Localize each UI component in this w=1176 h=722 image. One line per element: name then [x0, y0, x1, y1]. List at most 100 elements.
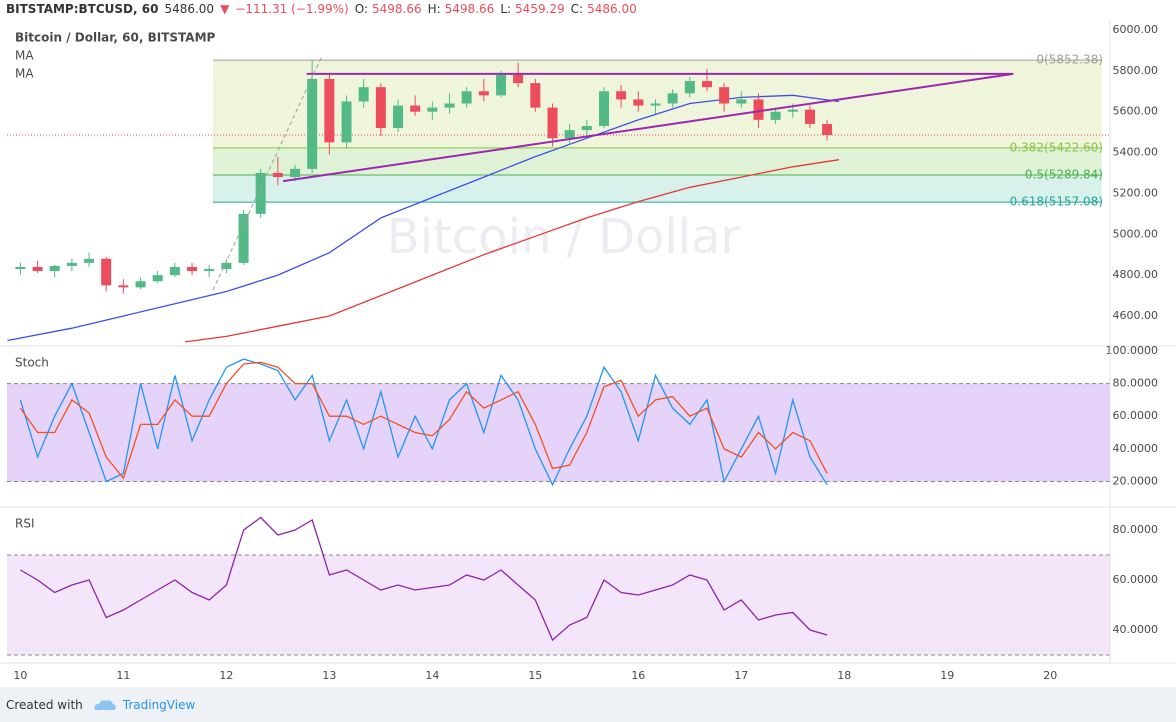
ohlc-value: 5486.00 — [587, 2, 637, 16]
ohlc-value: 5498.66 — [444, 2, 495, 16]
x-tick-label: 15 — [528, 669, 542, 682]
candle-body — [530, 83, 541, 108]
fib-label: 0.382(5422.60) — [1010, 140, 1103, 154]
brand[interactable]: TradingView — [122, 697, 196, 712]
x-tick-label: 12 — [219, 669, 233, 682]
y-tick-label: 5400.00 — [1113, 146, 1159, 159]
candle-body — [32, 266, 43, 272]
fib-label: 0(5852.38) — [1036, 53, 1103, 67]
candle-body — [684, 81, 695, 94]
band-fill — [7, 555, 1110, 655]
candle-body — [581, 125, 592, 131]
pane: BTCUSD, 60Bitcoin / Dollar0(5852.38)0.38… — [7, 53, 1110, 343]
candle-body — [118, 285, 129, 288]
x-tick-label: 14 — [425, 669, 439, 682]
candle-body — [101, 258, 112, 286]
candle-body — [547, 107, 558, 139]
pane-title: Stoch — [15, 356, 49, 370]
candle-body — [513, 74, 524, 84]
candle-body — [804, 109, 815, 124]
candle-body — [238, 213, 249, 263]
candle-body — [272, 172, 283, 178]
candle-body — [341, 101, 352, 143]
candle-body — [787, 109, 798, 112]
y-tick-label: 40.0000 — [1113, 442, 1159, 455]
y-tick-label: 80.0000 — [1113, 523, 1159, 536]
candle-body — [736, 99, 747, 104]
ohlc: O: 5498.66 H: 5498.66 L: 5459.29 C: 5486.00 — [355, 2, 639, 16]
moving-average — [185, 159, 840, 343]
y-tick-label: 100.0000 — [1106, 344, 1159, 357]
moving-average — [7, 94, 840, 342]
change: −111.31 (−1.99%) — [235, 2, 349, 16]
symbol: BITSTAMP:BTCUSD, 60 — [6, 2, 159, 16]
y-tick-label: 5000.00 — [1113, 227, 1159, 240]
down-arrow: ▼ — [220, 2, 230, 16]
candle-body — [135, 281, 146, 288]
pane-title: RSI — [15, 517, 35, 531]
x-tick-label: 10 — [13, 669, 27, 682]
pane-title: Bitcoin / Dollar, 60, BITSTAMP — [15, 31, 216, 45]
candle-body — [702, 81, 713, 88]
candle-body — [169, 266, 180, 276]
candle-body — [496, 74, 507, 96]
fib-label: 0.618(5157.08) — [1010, 195, 1103, 209]
candle-body — [375, 87, 386, 129]
x-tick-label: 13 — [322, 669, 336, 682]
x-tick-label: 18 — [837, 669, 851, 682]
candle-body — [753, 99, 764, 120]
chart: BTCUSD, 60Bitcoin / Dollar0(5852.38)0.38… — [0, 20, 1176, 682]
candle-body — [427, 107, 438, 112]
candle-body — [204, 269, 215, 272]
candle-body — [444, 103, 455, 108]
y-tick-label: 5600.00 — [1113, 105, 1159, 118]
candle-body — [410, 105, 421, 112]
y-tick-label: 60.0000 — [1113, 409, 1159, 422]
created-with: Created with — [6, 697, 83, 712]
candle-body — [719, 87, 730, 104]
x-tick-label: 17 — [734, 669, 748, 682]
x-tick-label: 11 — [116, 669, 130, 682]
logo — [94, 699, 116, 710]
y-tick-label: 40.0000 — [1113, 623, 1159, 636]
x-tick-label: 16 — [631, 669, 645, 682]
candle-body — [822, 123, 833, 135]
candle-body — [15, 266, 26, 269]
legend-entry: MA — [15, 67, 34, 81]
y-tick-label: 4800.00 — [1113, 268, 1159, 281]
candle-body — [461, 91, 472, 104]
candle-body — [599, 91, 610, 126]
x-tick-label: 19 — [940, 669, 954, 682]
last-price: 5486.00 — [164, 2, 215, 16]
candle-body — [633, 99, 644, 106]
pane — [7, 516, 1110, 656]
candle-body — [221, 262, 232, 269]
y-tick-label: 6000.00 — [1113, 23, 1159, 36]
candle-body — [255, 172, 266, 214]
ohlc-label: H: — [427, 2, 441, 16]
watermark-sub: Bitcoin / Dollar — [387, 209, 741, 265]
band-fill — [7, 383, 1110, 482]
candle-body — [187, 266, 198, 272]
x-tick-label: 20 — [1043, 669, 1057, 682]
trendline — [282, 72, 1014, 183]
y-tick-label: 5800.00 — [1113, 64, 1159, 77]
ohlc-label: L: — [500, 2, 512, 16]
candle-body — [290, 168, 301, 178]
candle-body — [358, 87, 369, 102]
candle-body — [307, 79, 318, 169]
symbol-header: BITSTAMP:BTCUSD, 60 5486.00 ▼ −111.31 (−… — [6, 0, 639, 18]
candle-body — [84, 258, 95, 263]
candle-body — [667, 93, 678, 104]
ohlc-label: O: — [354, 2, 368, 16]
ohlc-value: 5498.66 — [371, 2, 422, 16]
y-tick-label: 4600.00 — [1113, 309, 1159, 322]
trendline — [212, 57, 322, 291]
indicator-line — [19, 361, 828, 480]
ohlc-value: 5459.29 — [515, 2, 565, 16]
y-tick-label: 80.0000 — [1113, 377, 1159, 390]
candle-body — [324, 79, 335, 143]
indicator-line — [19, 358, 828, 487]
candle-body — [152, 275, 163, 282]
